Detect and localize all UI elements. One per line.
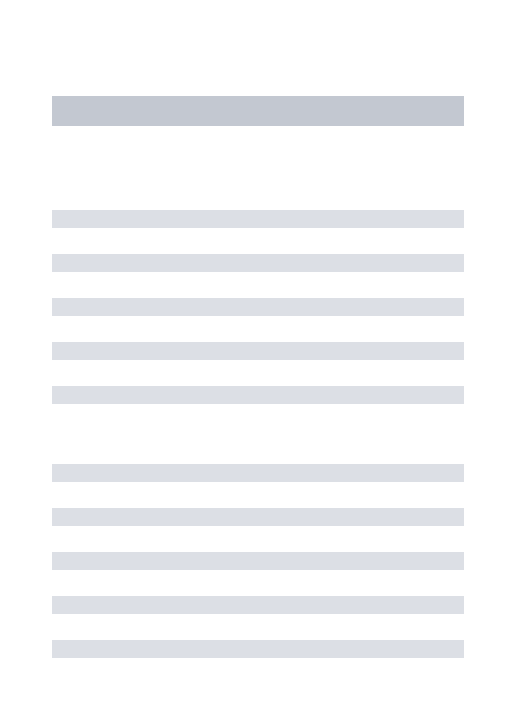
skeleton-line (52, 596, 464, 614)
skeleton-line-group (52, 464, 464, 658)
skeleton-line-group (52, 210, 464, 404)
skeleton-loader (52, 96, 464, 658)
skeleton-line (52, 210, 464, 228)
skeleton-line (52, 254, 464, 272)
skeleton-line (52, 640, 464, 658)
skeleton-line (52, 386, 464, 404)
skeleton-line (52, 342, 464, 360)
skeleton-line (52, 552, 464, 570)
skeleton-line (52, 508, 464, 526)
skeleton-line (52, 298, 464, 316)
skeleton-line (52, 464, 464, 482)
skeleton-heading-bar (52, 96, 464, 126)
